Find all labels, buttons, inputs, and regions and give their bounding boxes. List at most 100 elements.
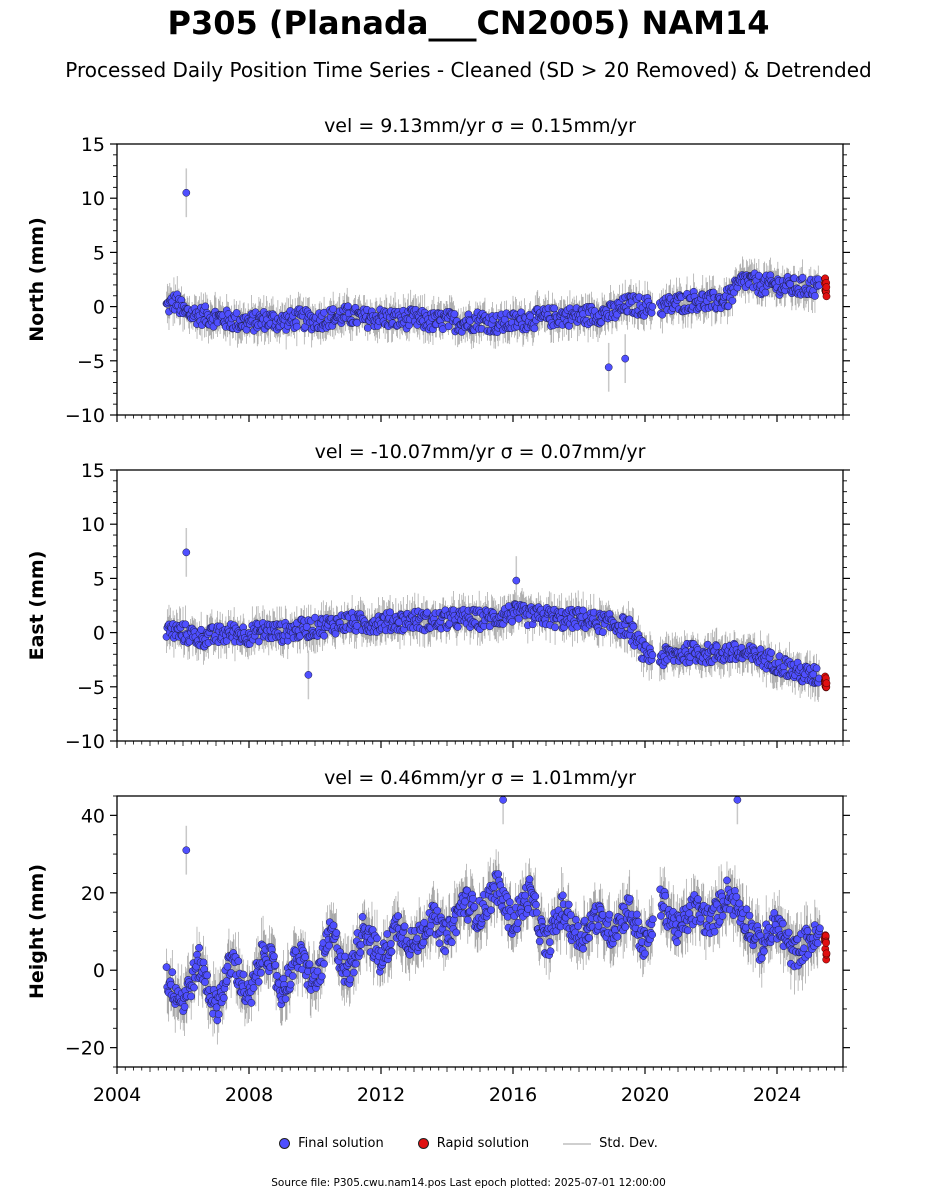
final-point — [168, 968, 177, 977]
final-point — [325, 941, 333, 950]
y-tick-label: −5 — [77, 351, 105, 373]
y-tick-label: 15 — [81, 134, 105, 156]
final-point — [579, 606, 587, 615]
final-point — [453, 623, 462, 631]
final-point — [625, 615, 634, 624]
final-point — [508, 617, 517, 626]
final-point — [545, 938, 554, 946]
final-point — [255, 637, 263, 646]
final-point — [572, 915, 580, 924]
final-point — [201, 978, 209, 986]
rapid-point — [822, 292, 831, 301]
final-point — [386, 608, 394, 617]
y-axis-label: East (mm) — [26, 551, 48, 661]
final-point — [249, 984, 258, 992]
final-point — [281, 995, 290, 1003]
final-point — [420, 918, 429, 927]
final-point — [187, 992, 196, 1001]
final-point — [728, 296, 737, 305]
final-point — [232, 309, 241, 317]
final-point — [305, 960, 314, 969]
final-point — [629, 622, 638, 631]
final-point — [809, 670, 818, 679]
final-point — [346, 975, 355, 984]
final-point — [514, 919, 522, 927]
final-point — [201, 302, 210, 311]
final-point — [270, 952, 278, 961]
y-tick-label: 5 — [93, 568, 105, 590]
final-point — [394, 912, 402, 920]
y-axis-label: Height (mm) — [26, 864, 48, 999]
final-point — [521, 891, 529, 900]
final-point — [594, 921, 603, 930]
final-point — [605, 910, 614, 919]
y-tick-label: 10 — [81, 188, 105, 210]
final-point — [387, 947, 396, 956]
final-point — [220, 994, 228, 1002]
final-point — [712, 642, 721, 651]
final-point — [452, 928, 461, 937]
final-point — [648, 651, 657, 659]
final-point — [469, 894, 477, 903]
y-tick-label: 0 — [93, 297, 105, 319]
final-point — [318, 972, 326, 981]
final-point — [579, 944, 588, 953]
final-point — [525, 875, 534, 884]
final-point — [487, 906, 495, 914]
final-point — [212, 1003, 221, 1012]
final-point — [648, 302, 657, 311]
final-point — [400, 922, 409, 931]
final-point — [273, 971, 281, 980]
final-point — [435, 939, 444, 948]
rapid-point — [822, 283, 831, 291]
final-point — [724, 302, 733, 311]
final-point — [441, 947, 450, 956]
final-point — [423, 608, 432, 617]
final-point — [811, 292, 819, 300]
final-point — [550, 304, 559, 313]
final-point-outlier — [621, 354, 630, 363]
final-point — [234, 957, 243, 965]
y-tick-label: −10 — [65, 731, 105, 753]
final-point — [463, 916, 472, 924]
panel-2: vel = 0.46mm/yr σ = 1.01mm/yr Height (mm)… — [26, 767, 850, 1106]
final-point — [535, 937, 544, 946]
final-point — [658, 310, 667, 319]
plot-frame — [116, 469, 844, 742]
final-point — [180, 1002, 189, 1011]
final-point — [490, 883, 498, 892]
final-point — [257, 968, 265, 977]
final-point — [470, 903, 479, 911]
final-point — [349, 968, 358, 977]
final-point — [580, 916, 589, 925]
final-point-outlier — [512, 576, 521, 585]
final-point — [203, 971, 212, 980]
final-point — [313, 967, 322, 976]
chart-subtitle: Processed Daily Position Time Series - C… — [65, 58, 872, 82]
final-point — [585, 934, 593, 942]
final-point — [532, 908, 541, 917]
y-axis-label: North (mm) — [26, 217, 48, 342]
final-point — [358, 913, 367, 921]
y-tick-label: −5 — [77, 677, 105, 699]
final-point — [329, 921, 338, 930]
final-point — [162, 963, 171, 971]
y-tick-label: 10 — [81, 514, 105, 536]
final-point — [223, 962, 232, 971]
final-point — [494, 870, 503, 878]
final-point — [531, 892, 540, 901]
final-point — [761, 288, 770, 297]
final-point — [195, 943, 204, 952]
final-point — [353, 622, 361, 630]
final-point — [199, 958, 208, 967]
final-point — [352, 959, 360, 968]
final-point-outlier — [304, 671, 313, 679]
final-point — [524, 905, 532, 913]
final-point — [413, 934, 421, 943]
rapid-point — [822, 679, 831, 688]
final-point — [463, 886, 471, 895]
final-point — [271, 961, 280, 969]
panel-1: vel = -10.07mm/yr σ = 0.07mm/yr East (mm)… — [26, 441, 850, 753]
plot-area — [162, 796, 831, 1045]
